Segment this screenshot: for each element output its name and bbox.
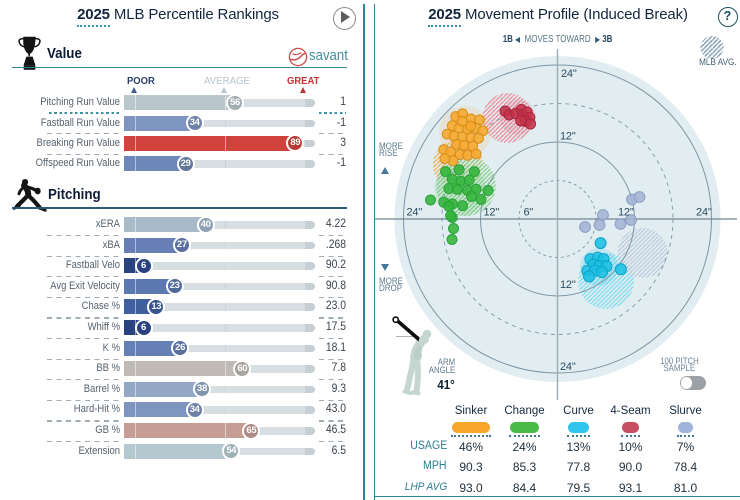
svg-text:24": 24" — [696, 207, 712, 219]
svg-text:12": 12" — [560, 131, 576, 143]
svg-text:12": 12" — [484, 207, 500, 219]
svg-text:12": 12" — [560, 279, 576, 291]
svg-text:12": 12" — [618, 207, 634, 219]
svg-text:24": 24" — [407, 207, 423, 219]
svg-text:24": 24" — [561, 68, 577, 80]
svg-text:24": 24" — [560, 361, 576, 373]
svg-text:6": 6" — [524, 207, 534, 219]
